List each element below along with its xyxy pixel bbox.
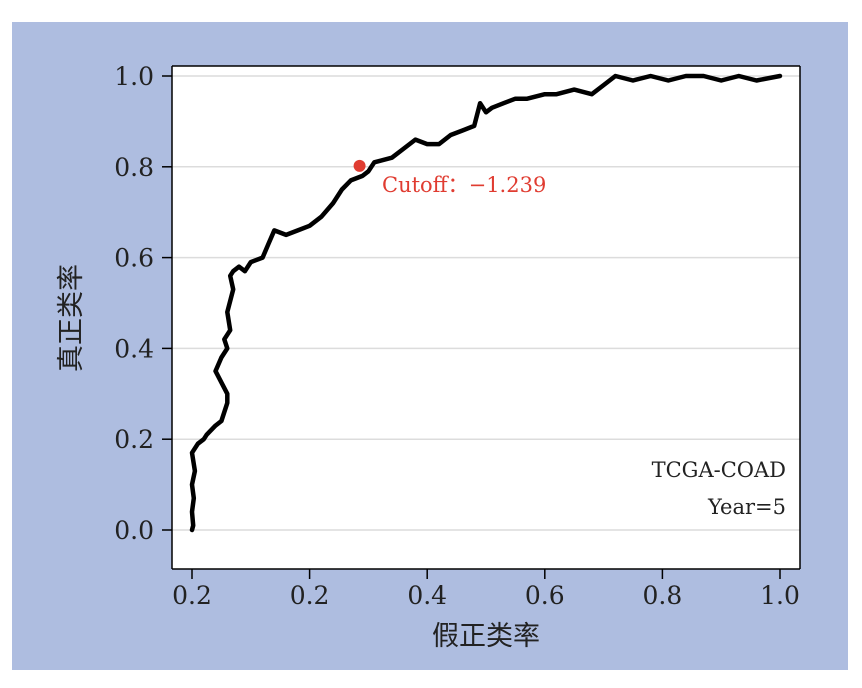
- y-tick-label: 0.0: [114, 516, 154, 545]
- x-tick-label: 0.8: [643, 581, 683, 610]
- y-tick-label: 0.2: [114, 425, 154, 454]
- roc-chart: 0.0 0.2 0.4 0.6 0.8 1.0 0.2 0.2 0.4 0.6 0.8 1.0 Cu…: [56, 62, 801, 652]
- y-tick-label: 1.0: [114, 62, 154, 91]
- year-label: Year=5: [707, 495, 786, 519]
- dataset-label: TCGA-COAD: [652, 458, 786, 482]
- x-tick-label: 0.2: [290, 581, 330, 610]
- roc-curve: [189, 73, 783, 533]
- x-tick-label: 0.4: [407, 581, 447, 610]
- y-tick-label: 0.6: [114, 244, 154, 273]
- x-tick-label: 1.0: [760, 581, 800, 610]
- figure-frame: 0.0 0.2 0.4 0.6 0.8 1.0 0.2 0.2 0.4 0.6 0.8 1.0 Cu…: [12, 22, 848, 670]
- y-tick-label: 0.4: [114, 334, 154, 363]
- x-tick-label: 0.2: [172, 581, 212, 610]
- x-axis-title: 假正类率: [432, 621, 540, 652]
- y-tick-label: 0.8: [114, 153, 154, 182]
- y-axis-title: 真正类率: [56, 264, 87, 372]
- cutoff-point: [353, 159, 366, 172]
- gridlines: [172, 75, 800, 531]
- cutoff-label: Cutoff：−1.239: [382, 173, 546, 197]
- x-tick-label: 0.6: [525, 581, 565, 610]
- x-axis: 0.2 0.2 0.4 0.6 0.8 1.0: [172, 569, 800, 610]
- plot-area: [172, 66, 800, 569]
- y-axis: 0.0 0.2 0.4 0.6 0.8 1.0: [114, 62, 172, 545]
